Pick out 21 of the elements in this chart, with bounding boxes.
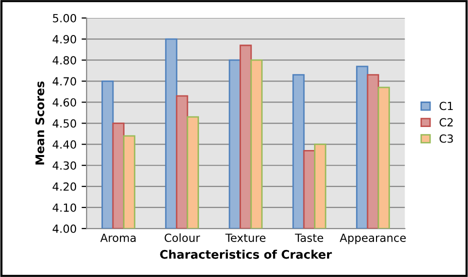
x-tick-label: Taste [294,234,324,242]
y-tick-label: 4.40 [52,140,76,149]
y-tick-label: 4.20 [52,182,76,191]
y-tick-label: 4.90 [52,35,76,44]
y-tick-label: 4.00 [52,224,76,233]
y-tick-label: 4.70 [52,77,76,86]
x-tick-label: Appearance [340,234,406,244]
y-tick-label: 5.00 [52,14,76,22]
legend-label: C1 [440,102,453,110]
legend-label: C2 [440,118,453,126]
y-tick-label: 4.10 [52,203,76,212]
y-tick-label: 4.50 [52,119,76,128]
x-axis-title: Characteristics of Cracker [160,250,332,259]
x-tick-label: Aroma [100,234,136,242]
y-tick-label: 4.60 [52,98,76,107]
y-tick-label: 4.30 [52,161,76,170]
x-tick-label: Texture [225,234,266,242]
legend-label: C3 [440,134,453,143]
x-tick-label: Colour [164,233,200,242]
y-tick-label: 4.80 [52,56,76,64]
y-axis-title: Mean Scores [35,81,44,165]
